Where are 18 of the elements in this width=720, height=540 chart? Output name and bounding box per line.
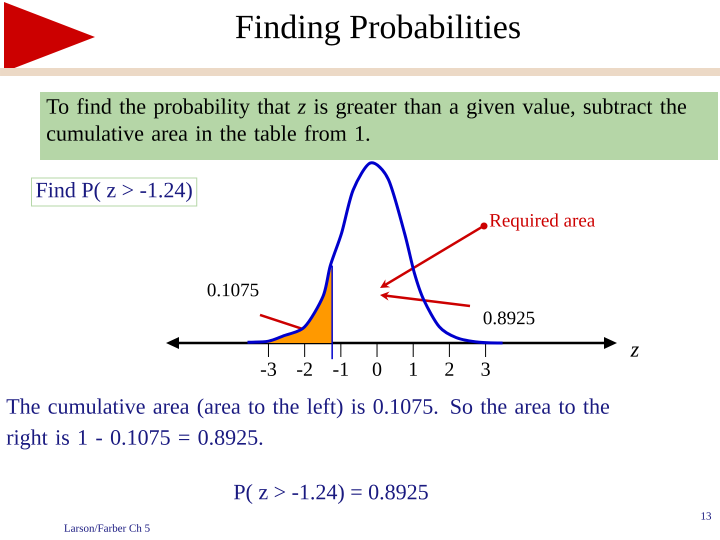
text: P( z > -1.24) = 0.8925 (234, 484, 428, 504)
annotation: 0.1075 (208, 284, 258, 296)
x-tick-label: -3 (260, 362, 276, 376)
text: 13 (701, 512, 712, 520)
x-tick-label: 1 (410, 362, 418, 376)
annotation: Find P( z > -1.24) (36, 182, 192, 202)
text: The cumulative area (area to the left) is 0.1075. So the area to the right is 1 - 0.1075 = 0.8925. (6, 398, 610, 450)
x-tick-label: -1 (333, 362, 348, 376)
x-tick-label: 0 (372, 362, 382, 376)
chart-title: Finding Probabilities (236, 14, 520, 46)
annotation: 0.8925 (484, 312, 534, 324)
chart-subtitle: To find the probability that z is greater than a given value, subtract the cumulative area in the table from 1. (46, 98, 686, 141)
x-tick-label: 3 (482, 362, 490, 376)
text: Larson/Farber Ch 5 (64, 524, 150, 532)
x-axis-title: z (630, 346, 639, 357)
annotation: Required area (490, 213, 595, 231)
x-tick-label: -2 (297, 362, 312, 376)
x-tick-label: 2 (445, 362, 454, 376)
